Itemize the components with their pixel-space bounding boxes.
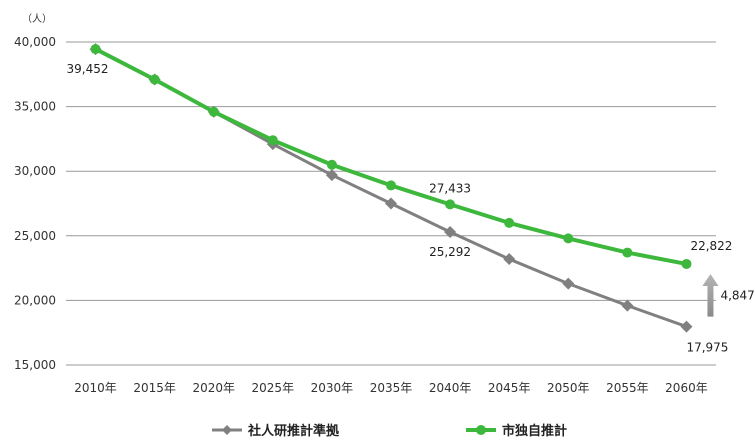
data-label: 39,452 bbox=[67, 62, 109, 76]
y-tick-label: 20,000 bbox=[14, 293, 56, 307]
data-label: 27,433 bbox=[429, 181, 471, 195]
data-label: 17,975 bbox=[686, 341, 728, 355]
x-tick-label: 2015年 bbox=[133, 381, 176, 395]
legend: 社人研推計準拠 市独自推計 bbox=[212, 423, 567, 439]
x-tick-label: 2035年 bbox=[370, 381, 413, 395]
data-point bbox=[503, 253, 516, 266]
difference-label: 4,847人増 bbox=[720, 288, 755, 302]
y-tick-label: 15,000 bbox=[14, 358, 56, 372]
y-axis-unit-label: （人） bbox=[22, 13, 52, 25]
data-point bbox=[622, 247, 633, 258]
data-point bbox=[621, 299, 634, 312]
x-tick-label: 2030年 bbox=[311, 381, 354, 395]
legend-marker bbox=[222, 425, 232, 435]
x-tick-label: 2025年 bbox=[252, 381, 295, 395]
gridlines bbox=[66, 41, 716, 366]
data-point bbox=[267, 135, 278, 146]
x-tick-label: 2020年 bbox=[192, 381, 235, 395]
x-tick-label: 2055年 bbox=[606, 381, 649, 395]
data-point bbox=[386, 180, 396, 191]
difference-arrow bbox=[702, 273, 719, 317]
series-lines bbox=[89, 43, 693, 333]
data-point bbox=[326, 159, 337, 170]
x-tick-label: 2010年 bbox=[74, 381, 117, 395]
data-point bbox=[445, 199, 456, 210]
x-tick-label: 2040年 bbox=[429, 381, 472, 395]
x-tick-label: 2060年 bbox=[665, 381, 708, 395]
y-tick-label: 30,000 bbox=[14, 164, 56, 178]
data-point bbox=[385, 197, 397, 210]
data-label: 22,822 bbox=[690, 239, 732, 253]
y-tick-label: 40,000 bbox=[14, 35, 56, 49]
data-label: 25,292 bbox=[429, 245, 471, 259]
y-axis-ticks: 15,000 20,000 25,000 30,000 35,000 40,000 bbox=[14, 35, 56, 372]
data-point bbox=[563, 233, 574, 244]
data-point bbox=[90, 44, 101, 55]
series-line bbox=[94, 47, 687, 266]
data-labels: 39,452 27,433 25,292 22,822 17,975 bbox=[67, 62, 733, 354]
y-tick-label: 35,000 bbox=[14, 100, 56, 114]
x-tick-label: 2045年 bbox=[488, 381, 531, 395]
y-tick-label: 25,000 bbox=[14, 229, 56, 243]
data-point bbox=[680, 320, 693, 333]
data-point bbox=[149, 74, 160, 85]
legend-label: 社人研推計準拠 bbox=[247, 423, 340, 439]
data-point bbox=[444, 226, 457, 239]
legend-label: 市独自推計 bbox=[502, 423, 567, 439]
data-point bbox=[504, 217, 515, 228]
data-point bbox=[681, 258, 692, 269]
data-point bbox=[208, 106, 219, 117]
difference-annotation: 4,847人増 bbox=[702, 273, 755, 317]
x-tick-label: 2050年 bbox=[547, 381, 590, 395]
data-point bbox=[562, 277, 575, 290]
data-point bbox=[325, 169, 338, 182]
legend-marker bbox=[476, 425, 486, 435]
x-axis-ticks: 2010年 2015年 2020年 2025年 2030年 2035年 2040年 2045年… bbox=[74, 381, 707, 395]
